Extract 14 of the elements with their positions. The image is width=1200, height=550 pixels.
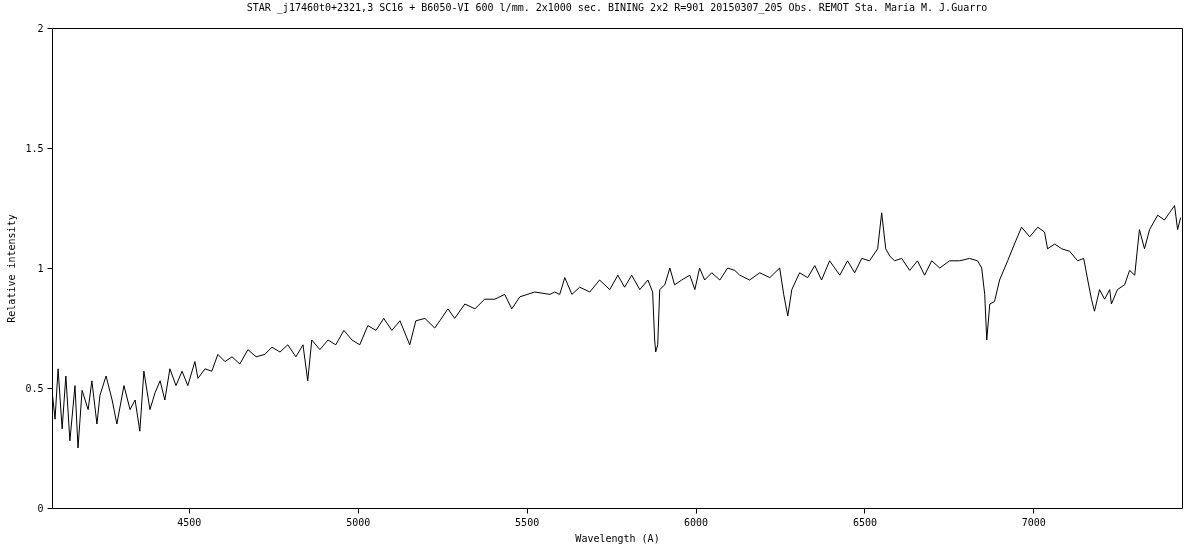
x-tick-label: 5000	[346, 516, 371, 528]
x-tick-label: 7000	[1021, 516, 1046, 528]
x-axis-title: Wavelength (A)	[575, 532, 660, 544]
x-tick-label: 6000	[684, 516, 709, 528]
y-axis-title: Relative intensity	[6, 214, 18, 323]
y-tick-label: 0.5	[25, 382, 44, 394]
y-tick-label: 0	[37, 502, 44, 514]
y-tick-label: 1.5	[25, 142, 44, 154]
x-tick-label: 6500	[852, 516, 877, 528]
x-tick-label: 4500	[177, 516, 202, 528]
y-tick-label: 1	[37, 262, 44, 274]
chart-title: STAR _j17460t0+2321,3 SC16 + B6050-VI 600 l/mm. 2x1000 sec. BINING 2x2 R=901 20150307_205 Obs. REMOT Sta. Maria M. J.Guarro	[246, 2, 988, 14]
y-tick-label: 2	[37, 22, 44, 34]
x-tick-label: 5500	[515, 516, 540, 528]
